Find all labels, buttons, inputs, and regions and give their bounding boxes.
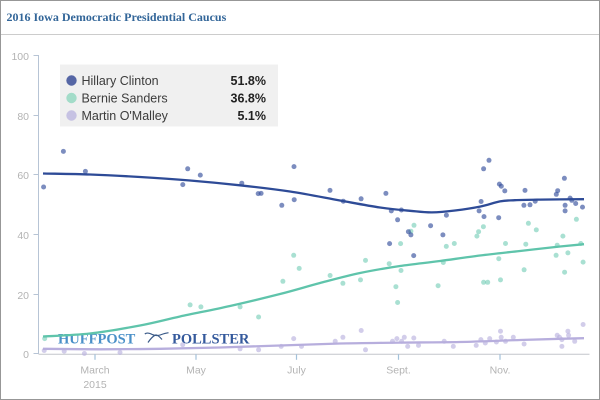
- svg-text:Martin O'Malley: Martin O'Malley: [82, 109, 169, 123]
- svg-text:Sept.: Sept.: [386, 365, 411, 377]
- svg-text:20: 20: [17, 290, 29, 302]
- svg-text:40: 40: [17, 230, 29, 242]
- svg-text:100: 100: [11, 51, 29, 63]
- svg-text:80: 80: [17, 111, 29, 123]
- svg-text:51.8%: 51.8%: [231, 74, 266, 88]
- svg-text:2016 Iowa Democratic President: 2016 Iowa Democratic Presidential Caucus: [7, 10, 227, 24]
- svg-text:Nov.: Nov.: [490, 365, 511, 377]
- svg-text:36.8%: 36.8%: [231, 92, 266, 106]
- svg-text:HUFFPOST: HUFFPOST: [58, 332, 136, 348]
- svg-text:July: July: [287, 365, 306, 377]
- svg-text:5.1%: 5.1%: [238, 109, 267, 123]
- svg-text:2015: 2015: [83, 379, 107, 391]
- svg-text:0: 0: [23, 349, 29, 361]
- svg-text:March: March: [80, 365, 109, 377]
- svg-text:Bernie Sanders: Bernie Sanders: [82, 92, 168, 106]
- svg-text:POLLSTER: POLLSTER: [172, 332, 250, 348]
- svg-text:May: May: [186, 365, 207, 377]
- svg-text:60: 60: [17, 170, 29, 182]
- svg-text:Hillary Clinton: Hillary Clinton: [82, 74, 159, 88]
